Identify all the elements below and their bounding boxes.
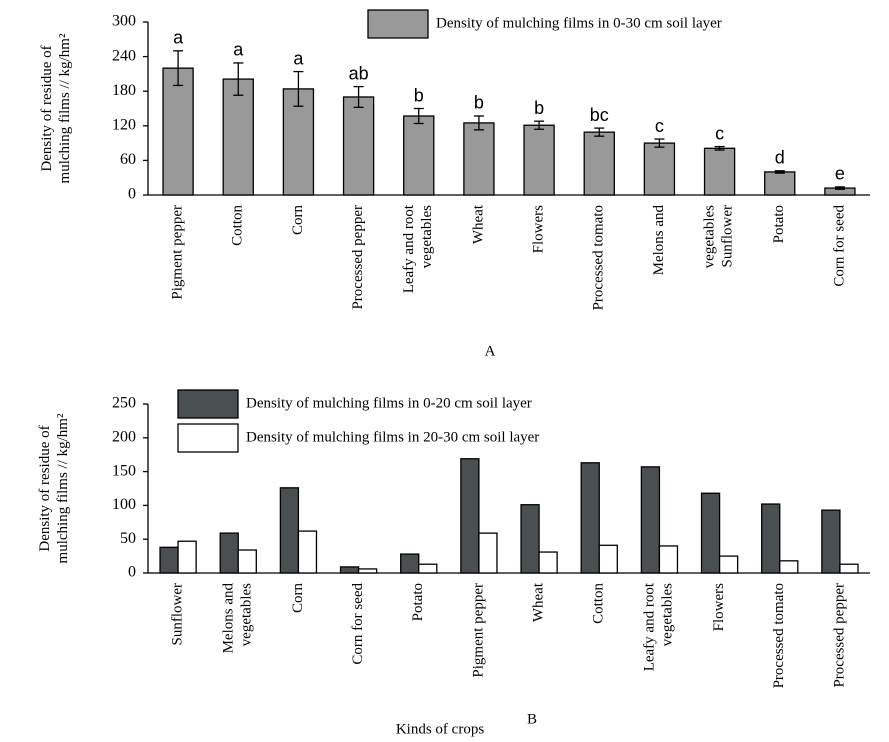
significance-letter: bc (590, 105, 609, 125)
y-axis-label: Density of residue of mulching films // k… (39, 33, 73, 183)
significance-letter: ab (349, 63, 369, 83)
x-tick-label: Wheat (531, 582, 547, 622)
x-tick-label: Processed pepper (350, 205, 366, 310)
y-axis-label: Density of residue of mulching films // k… (37, 413, 71, 563)
legend-swatch (177, 389, 239, 419)
bar (159, 546, 179, 574)
y-tick-label: 300 (112, 13, 136, 30)
bar (640, 466, 661, 574)
bar (478, 532, 498, 574)
x-tick-label: Leafy and root vegetables (401, 204, 435, 293)
y-tick-label: 180 (112, 82, 136, 99)
y-tick-label: 60 (120, 151, 136, 168)
bar (779, 560, 799, 574)
y-tick-label: 0 (128, 564, 136, 581)
significance-letter: b (414, 85, 424, 105)
significance-letter: a (293, 48, 304, 68)
bar (342, 96, 375, 196)
x-tick-label: Melons and (651, 205, 667, 276)
x-tick-label: Corn for seed (831, 205, 847, 287)
y-tick-label: 50 (120, 530, 136, 547)
significance-letter: c (715, 123, 724, 143)
y-tick-label: 200 (112, 428, 136, 445)
x-tick-label: Corn (290, 583, 306, 614)
bar (538, 551, 558, 574)
y-tick-label: 250 (112, 395, 136, 412)
legend-label: Density of mulching films in 0-20 cm soi… (246, 395, 532, 411)
bar (279, 487, 300, 574)
panel-title: B (527, 711, 537, 727)
bar (523, 124, 555, 196)
x-tick-label: Flowers (531, 205, 547, 253)
x-tick-label: Melons and vegetables (221, 583, 255, 654)
bar (718, 555, 739, 574)
bar (162, 67, 194, 196)
bar (403, 115, 435, 196)
bar (821, 509, 841, 574)
bar (839, 563, 859, 574)
significance-letter: b (474, 93, 484, 113)
bar (177, 540, 197, 574)
x-tick-label: Flowers (711, 583, 727, 631)
x-tick-label: Cotton (591, 583, 607, 624)
bar (700, 492, 721, 574)
x-tick-label: Cotton (230, 205, 246, 246)
x-tick-label: Corn for seed (350, 583, 366, 665)
bar (658, 545, 679, 574)
legend-label: Density of mulching films in 0-30 cm soi… (436, 15, 722, 31)
bar (583, 131, 615, 196)
x-tick-label: Wheat (470, 204, 486, 244)
bar (460, 458, 480, 574)
bar (761, 503, 781, 574)
y-tick-label: 240 (112, 47, 136, 64)
y-tick-label: 0 (128, 186, 136, 203)
x-tick-label: Corn (290, 205, 306, 236)
bar (357, 568, 378, 574)
bar (219, 532, 239, 574)
x-tick-label: Processed pepper (831, 583, 847, 688)
y-tick-label: 120 (112, 116, 136, 133)
bar (418, 563, 438, 574)
bar (400, 553, 420, 574)
y-tick-label: 150 (112, 462, 136, 479)
bar (339, 566, 360, 574)
legend-label: Density of mulching films in 20-30 cm so… (246, 429, 539, 445)
legend-swatch (177, 423, 239, 453)
legend-swatch (367, 9, 429, 39)
y-tick-label: 100 (112, 496, 136, 513)
x-axis-label: Kinds of crops (396, 721, 484, 737)
x-tick-label: Leafy and root vegetables (642, 582, 676, 671)
bar (643, 142, 676, 196)
bar (282, 88, 315, 196)
significance-letter: b (534, 98, 544, 118)
x-tick-label: Pigment pepper (470, 583, 486, 678)
bar (703, 147, 736, 196)
bar (580, 462, 600, 574)
x-tick-label: Processed tomato (591, 205, 607, 310)
x-tick-label: Potato (771, 205, 787, 243)
bar (463, 122, 495, 196)
bar (237, 549, 257, 574)
panel-title: A (485, 343, 496, 359)
x-tick-label: vegetables Sunflower (702, 205, 736, 268)
bar (598, 544, 618, 574)
bar (297, 530, 318, 574)
x-tick-label: Potato (410, 583, 426, 621)
significance-letter: a (173, 28, 184, 48)
x-tick-label: Sunflower (170, 583, 186, 646)
significance-letter: d (775, 148, 785, 168)
significance-letter: c (655, 116, 664, 136)
bar (222, 78, 254, 196)
significance-letter: a (233, 40, 244, 60)
x-tick-label: Processed tomato (771, 583, 787, 688)
significance-letter: e (835, 164, 845, 184)
bar (520, 504, 540, 574)
x-tick-label: Pigment pepper (170, 205, 186, 300)
bar (764, 171, 796, 196)
